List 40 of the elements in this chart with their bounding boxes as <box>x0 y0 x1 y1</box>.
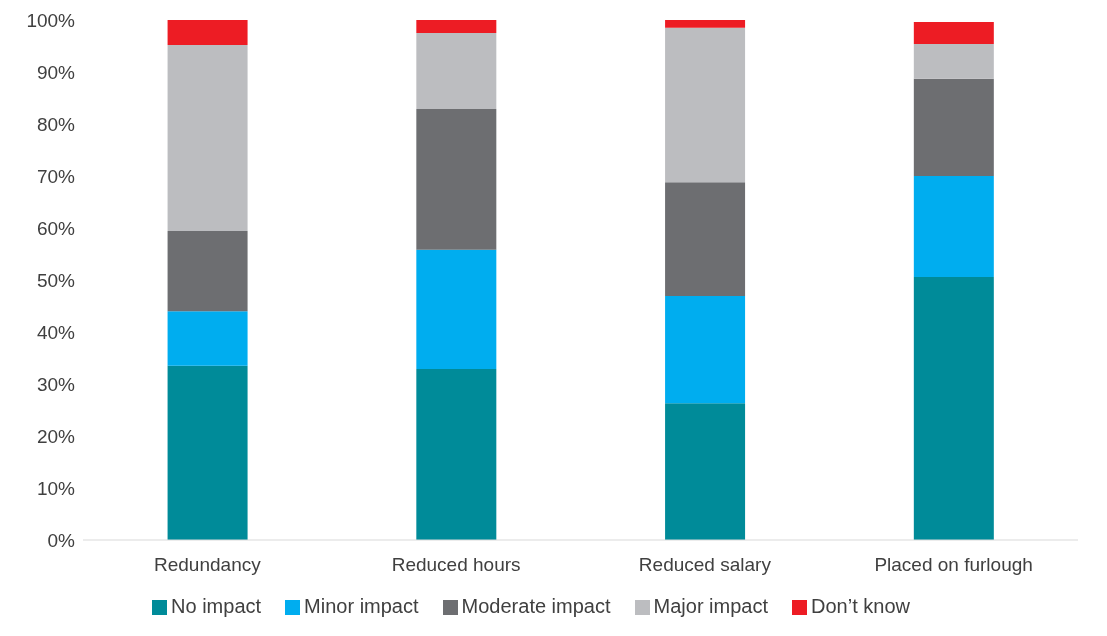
bar <box>416 20 497 33</box>
legend-label: Don’t know <box>811 595 910 617</box>
bar <box>913 78 994 176</box>
y-tick-label: 70% <box>36 165 76 187</box>
bar <box>913 43 994 79</box>
bar <box>167 231 248 312</box>
bar <box>416 108 497 250</box>
bar <box>665 20 746 28</box>
x-tick-label: Placed on furlough <box>874 554 1033 576</box>
x-tick-label: Reduced salary <box>638 554 772 576</box>
bar <box>167 311 248 366</box>
legend-label: Minor impact <box>304 595 419 617</box>
y-tick-label: 60% <box>36 217 76 239</box>
y-tick-label: 0% <box>47 529 76 551</box>
legend-label: Moderate impact <box>461 595 611 617</box>
y-tick-label: 20% <box>36 425 76 447</box>
bar <box>665 296 746 404</box>
x-tick-label: Reduced hours <box>391 554 521 576</box>
y-tick-label: 100% <box>26 9 76 31</box>
y-tick-label: 50% <box>36 269 76 291</box>
y-tick-label: 40% <box>36 321 76 343</box>
bar <box>167 44 248 232</box>
bar <box>416 33 497 109</box>
bar <box>167 20 248 45</box>
y-tick-label: 80% <box>36 113 76 135</box>
bar <box>167 365 248 540</box>
legend-label: Major impact <box>653 595 769 617</box>
bar <box>913 22 994 44</box>
bar <box>665 403 746 540</box>
legend-label: No impact <box>171 595 262 617</box>
bar <box>416 368 497 540</box>
bar <box>416 249 497 369</box>
y-tick-label: 10% <box>36 477 76 499</box>
bar <box>913 276 994 540</box>
bar <box>913 176 994 277</box>
bar <box>665 27 746 183</box>
y-tick-label: 30% <box>36 373 76 395</box>
bar <box>665 182 746 297</box>
x-tick-label: Redundancy <box>154 554 262 576</box>
y-tick-label: 90% <box>36 61 76 83</box>
